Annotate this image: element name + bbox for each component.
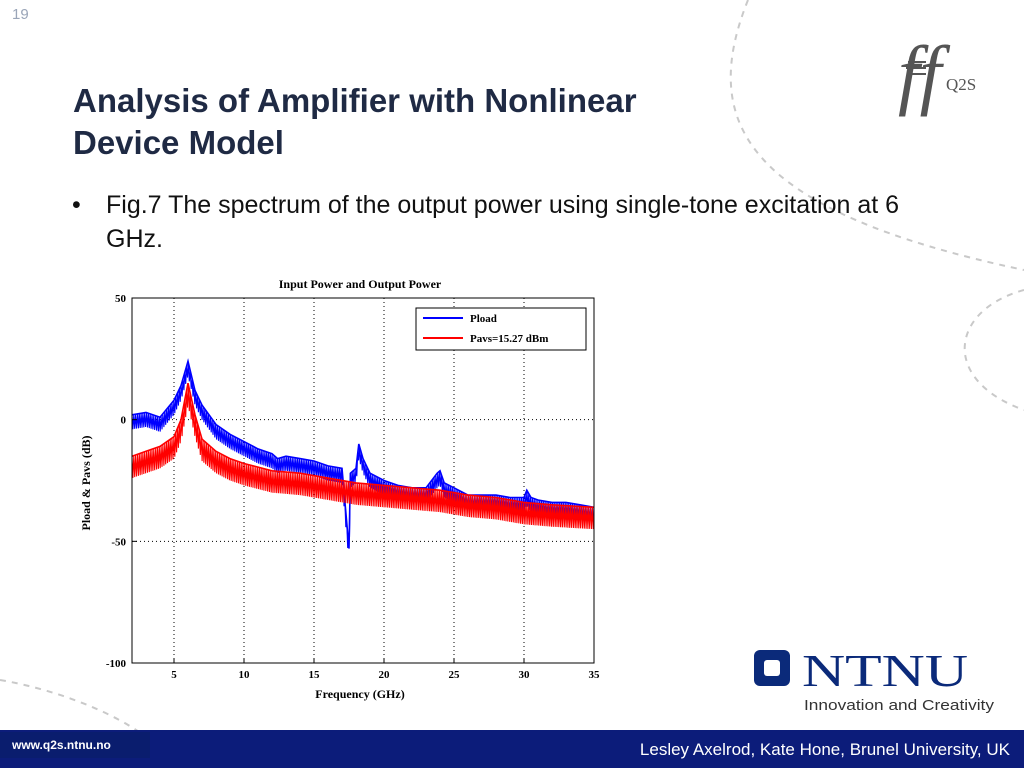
slide-number: 19 <box>12 6 29 23</box>
q2s-logo: ff Q2S <box>896 28 996 123</box>
x-tick-label: 25 <box>449 669 461 681</box>
footer-url-link[interactable]: www.q2s.ntnu.no <box>0 732 150 758</box>
y-axis-label: Pload & Pavs (dB) <box>79 435 93 530</box>
plot-frame <box>131 297 595 664</box>
q2s-text: Q2S <box>946 75 976 94</box>
y-tick-label: 50 <box>115 293 127 305</box>
title-line-1: Analysis of Amplifier with Nonlinear <box>73 82 637 119</box>
y-tick-label: -100 <box>106 658 127 670</box>
spectrum-chart: Input Power and Output Power 5 10 15 20 25 30… <box>79 277 601 701</box>
y-tick-label: -50 <box>111 536 126 548</box>
series-envelope-pload <box>131 358 595 549</box>
bullet-text: Fig.7 The spectrum of the output power u… <box>106 191 900 253</box>
x-tick-label: 15 <box>309 669 321 681</box>
y-tick-label: 0 <box>121 415 127 427</box>
legend-label-pavs: Pavs=15.27 dBm <box>470 333 548 345</box>
legend-label-pload: Pload <box>470 313 497 325</box>
bullet-marker: • <box>72 191 81 219</box>
bullet-point: • Fig.7 The spectrum of the output power… <box>72 188 952 256</box>
title-line-2: Device Model <box>73 124 284 161</box>
ntnu-name: NTNU <box>802 645 968 696</box>
x-tick-label: 10 <box>239 669 251 681</box>
plot-background <box>132 298 594 663</box>
footer-bar <box>0 730 1024 768</box>
x-tick-label: 20 <box>379 669 391 681</box>
x-tick-label: 5 <box>171 669 177 681</box>
q2s-ff-icon: ff Q2S <box>898 30 976 117</box>
series-line-pavs <box>131 385 594 530</box>
ntnu-tagline: Innovation and Creativity <box>804 697 995 714</box>
chart-legend: Pload Pavs=15.27 dBm <box>415 307 587 351</box>
x-tick-label: 35 <box>589 669 601 681</box>
ntnu-logo: NTNU Innovation and Creativity <box>752 644 1002 716</box>
series-envelope-pavs <box>131 383 595 509</box>
chart-title: Input Power and Output Power <box>279 277 442 291</box>
slide-title: Analysis of Amplifier with Nonlinear Dev… <box>73 80 637 164</box>
x-axis-label: Frequency (GHz) <box>315 687 404 701</box>
footer-credit: Lesley Axelrod, Kate Hone, Brunel Univer… <box>639 740 1010 759</box>
x-tick-label: 30 <box>519 669 531 681</box>
